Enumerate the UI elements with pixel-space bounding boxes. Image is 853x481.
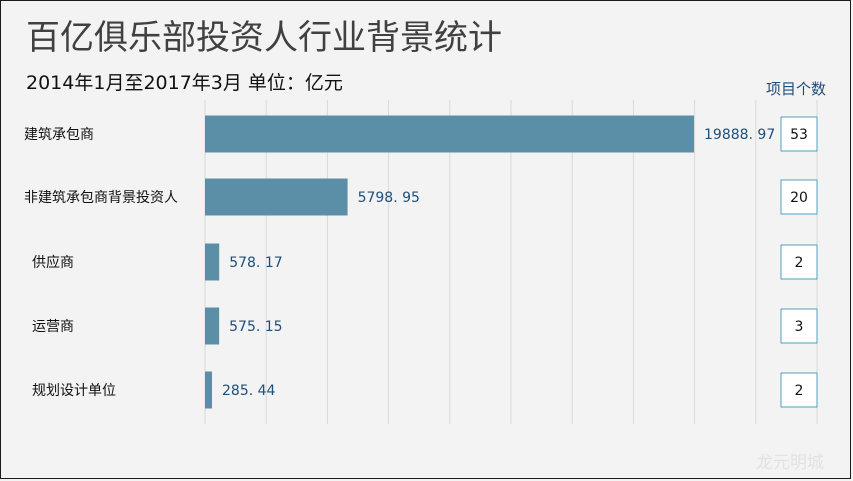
bar — [205, 243, 220, 281]
category-label: 供应商 — [32, 254, 74, 271]
project-count-box — [780, 179, 818, 215]
value-label: 575. 15 — [229, 319, 282, 335]
chart-subtitle: 2014年1月至2017年3月 单位：亿元 — [26, 72, 343, 94]
value-label: 19888. 97 — [704, 127, 775, 143]
category-label: 运营商 — [32, 319, 74, 335]
project-count-value: 53 — [790, 127, 808, 143]
value-label: 285. 44 — [222, 383, 276, 399]
bar — [205, 115, 694, 153]
project-count-box — [780, 372, 818, 408]
category-label: 非建筑承包商背景投资人 — [24, 190, 178, 206]
category-label: 建筑承包商 — [24, 127, 94, 143]
value-label: 5798. 95 — [358, 190, 420, 206]
watermark: 龙元明城 — [756, 453, 824, 473]
project-count-value: 3 — [795, 319, 804, 335]
bar — [205, 307, 220, 345]
category-label: 规划设计单位 — [32, 383, 116, 399]
project-count-value: 20 — [790, 190, 808, 206]
chart-title: 百亿俱乐部投资人行业背景统计 — [26, 18, 502, 58]
project-count-value: 2 — [795, 255, 804, 271]
project-count-value: 2 — [795, 383, 804, 399]
bar — [205, 178, 348, 216]
project-count-box — [780, 116, 818, 152]
value-label: 578. 17 — [229, 255, 282, 271]
project-count-box — [780, 244, 818, 280]
project-count-header: 项目个数 — [766, 80, 827, 98]
bar — [205, 371, 213, 409]
project-count-box — [780, 308, 818, 344]
